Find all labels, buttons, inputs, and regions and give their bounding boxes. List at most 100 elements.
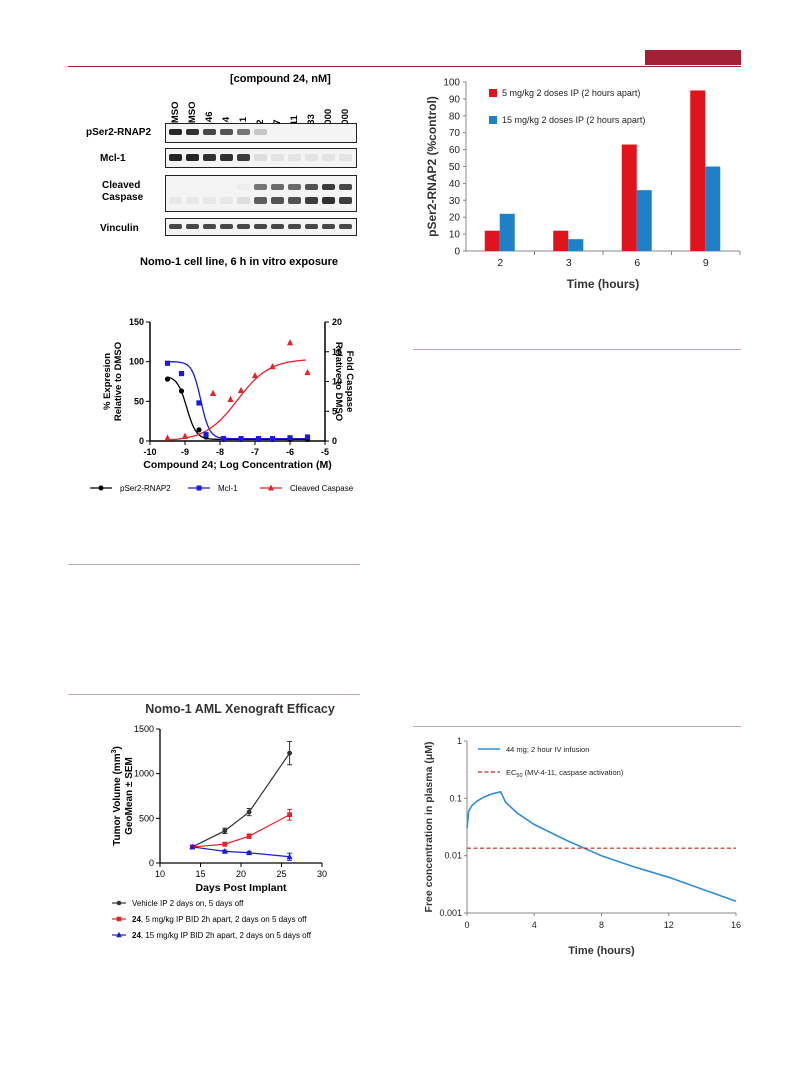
y2-tick-label: 0 [332, 436, 337, 446]
legend-label-text: Vehicle IP 2 days on, 5 days off [132, 899, 244, 908]
bar [499, 213, 515, 251]
legend-label: 24, 15 mg/kg IP BID 2h apart, 2 days on … [132, 931, 312, 940]
data-point [164, 360, 171, 366]
blot-band [271, 129, 284, 135]
y-axis-label: Free concentration in plasma (μM) [423, 742, 435, 913]
blot-band [254, 184, 267, 190]
blot-band [169, 224, 182, 229]
blot-header: [compound 24, nM] [230, 73, 331, 85]
legend-marker [116, 916, 122, 922]
x-axis-label: Days Post Implant [195, 882, 287, 894]
data-point [178, 370, 185, 377]
x-tick-label: 20 [236, 869, 246, 879]
legend-label-bold: 24 [132, 915, 141, 924]
blot-band [254, 154, 267, 161]
blot-band [186, 184, 199, 190]
blot-band [254, 224, 267, 229]
y-tick-label: 0.01 [444, 851, 462, 861]
section-rule-left-1 [68, 564, 360, 565]
blot-band [339, 184, 352, 190]
data-point [287, 435, 293, 441]
blot-band [186, 224, 199, 229]
y2-tick-label: 10 [332, 377, 342, 387]
bar [690, 90, 706, 251]
data-point [164, 376, 171, 382]
series-line [192, 846, 290, 858]
blot-band [322, 197, 335, 204]
data-point [222, 841, 228, 847]
data-point [286, 853, 293, 860]
x-tick-label: -9 [181, 447, 189, 457]
blot-row-label: pSer2-RNAP2 [86, 127, 152, 138]
blot-band [220, 129, 233, 135]
blot-band [220, 197, 233, 204]
y-tick-label: 20 [449, 213, 461, 224]
blot-band [203, 197, 216, 204]
x-tick-label: 3 [566, 257, 572, 269]
blot-row-label: Vinculin [100, 223, 139, 234]
blot-band [237, 154, 250, 161]
data-point [304, 368, 311, 376]
y-tick-label: 30 [449, 196, 461, 207]
blot-band [305, 197, 318, 204]
blot-band [288, 197, 301, 204]
y-tick-label: 1500 [134, 724, 154, 734]
legend-label: Vehicle IP 2 days on, 5 days off [132, 899, 244, 908]
legend-label: Cleaved Caspase [290, 484, 354, 493]
blot-bands [169, 129, 284, 135]
blot-band [271, 184, 284, 190]
y-tick-label: 0 [139, 436, 144, 446]
bar [636, 190, 652, 251]
data-point [251, 371, 259, 379]
y-tick-label: 100 [443, 78, 460, 89]
blot-panel-caspase [165, 175, 357, 212]
blot-panel-vinculin [165, 218, 357, 236]
x-tick-label: 6 [634, 257, 640, 269]
blot-row-label: Mcl-1 [100, 153, 126, 164]
legend-swatch [489, 89, 497, 97]
y-axis-label-line: ) [112, 746, 123, 749]
concentration-curve [466, 790, 737, 903]
y-axis-label-line: GeoMean ± SEM [124, 757, 135, 835]
data-point [221, 847, 228, 854]
blot-row-label-line: Cleaved Caspase [102, 180, 144, 203]
x-tick-label: 8 [599, 920, 604, 930]
y-axis-label-line: % Expresion [102, 353, 113, 410]
y-axis-label-line: Relative to DMSO [113, 342, 124, 421]
blot-band [322, 154, 335, 161]
blot-band [220, 224, 233, 229]
blot-band [271, 197, 284, 204]
blot-band [339, 154, 352, 161]
blot-band [322, 184, 335, 190]
data-point [246, 833, 252, 839]
y-tick-label: 60 [449, 145, 461, 156]
x-tick-label: -8 [216, 447, 224, 457]
blot-band [288, 184, 301, 190]
data-point [203, 432, 209, 438]
legend-label: 24, 5 mg/kg IP BID 2h apart, 2 days on 5… [132, 915, 307, 924]
data-point [286, 339, 294, 346]
header-accent-bar [645, 50, 741, 65]
blot-band [322, 224, 335, 229]
y-axis-label: pSer2-RNAP2 (%control) [425, 96, 439, 237]
data-point [178, 388, 185, 394]
legend-label: 44 mg; 2 hour IV infusion [506, 745, 589, 754]
y-tick-label: 10 [449, 230, 461, 241]
blot-band [288, 154, 301, 161]
pser2-bar-chart: 0 10 20 30 40 50 60 70 80 90 100 2 3 6 9 Time (hours) pS… [425, 78, 741, 291]
header-rule [68, 66, 741, 67]
data-point [287, 812, 292, 818]
legend-label-text: , 5 mg/kg IP BID 2h apart, 2 days on 5 d… [141, 915, 307, 924]
blot-caption: Nomo-1 cell line, 6 h in vitro exposure [140, 256, 339, 268]
fit-curve [167, 376, 306, 441]
blot-panel-mcl1 [165, 148, 357, 168]
data-point [227, 395, 234, 402]
x-tick-label: -5 [321, 447, 329, 457]
blot-band [305, 154, 318, 161]
y2-tick-label: 5 [332, 406, 337, 416]
blot-band [254, 129, 267, 135]
x-tick-label: 12 [664, 920, 674, 930]
x-tick-label: 4 [532, 920, 537, 930]
legend-label: 5 mg/kg 2 doses IP (2 hours apart) [502, 88, 640, 98]
